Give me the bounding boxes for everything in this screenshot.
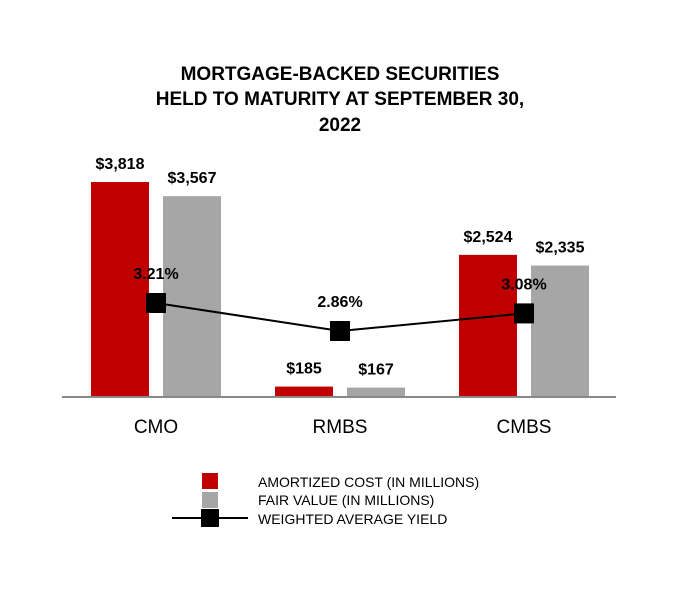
yield-marker [146,293,166,313]
yield-line-group: 3.21% 2.86% 3.08% [133,266,547,341]
category-label: CMBS [497,417,552,438]
chart-title: MORTGAGE-BACKED SECURITIES HELD TO MATURI… [156,64,524,136]
bar-fair-value-cmo [163,196,221,397]
yield-value-label: 3.21% [133,266,178,283]
legend-label-fair-value: FAIR VALUE (IN MILLIONS) [258,492,434,508]
yield-marker [514,303,534,324]
bars-group [91,182,589,397]
legend-label-yield: WEIGHTED AVERAGE YIELD [258,511,447,527]
bar-value-label: $3,567 [168,170,217,187]
bar-fair-value-rmbs [347,387,405,397]
category-labels-group: CMO RMBS CMBS [134,417,552,438]
chart-title-line: HELD TO MATURITY AT SEPTEMBER 30, [156,89,524,110]
bar-value-label: $3,818 [96,156,145,173]
legend-swatch-amortized-cost [202,473,218,489]
bar-value-label: $2,524 [464,229,513,246]
legend: AMORTIZED COST (IN MILLIONS) FAIR VALUE (… [172,473,479,527]
bar-labels-group: $3,818 $185 $2,524 $3,567 $167 $2,335 [96,156,585,379]
chart-title-line: 2022 [319,115,361,136]
bar-amortized-cost-rmbs [275,386,333,397]
bar-fair-value-cmbs [531,265,589,397]
bar-value-label: $167 [358,362,394,379]
bar-amortized-cost-cmbs [459,254,517,397]
chart-title-line: MORTGAGE-BACKED SECURITIES [181,64,500,85]
category-label: CMO [134,417,178,438]
category-label: RMBS [313,417,368,438]
bar-value-label: $185 [286,361,322,378]
yield-marker [330,321,350,341]
bar-value-label: $2,335 [536,240,585,257]
bar-amortized-cost-cmo [91,182,149,397]
yield-value-label: 3.08% [501,276,546,293]
legend-marker-yield [201,509,219,527]
yield-value-label: 2.86% [317,294,362,311]
legend-label-amortized-cost: AMORTIZED COST (IN MILLIONS) [258,474,479,490]
legend-swatch-fair-value [202,492,218,508]
